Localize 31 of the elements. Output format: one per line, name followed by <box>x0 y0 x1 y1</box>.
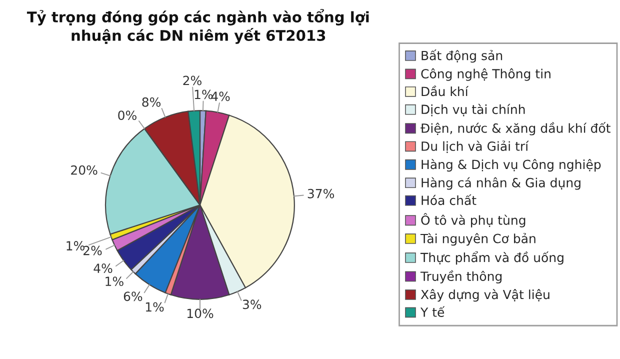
legend-label: Công nghệ Thông tin <box>421 68 550 81</box>
data-label: 1% <box>146 302 164 312</box>
legend-label: Ô tô và phụ tùng <box>421 213 526 228</box>
data-label: 2% <box>183 76 202 86</box>
chart-title: Tỷ trọng đóng góp các ngành vào tổng lợi nhuận các DN niêm yết 6T2013 <box>26 8 369 44</box>
data-label: 2% <box>84 246 102 256</box>
text: 0% <box>118 110 136 120</box>
legend-label: Xây dựng và Vật liệu <box>420 289 550 302</box>
data-label: 6% <box>124 292 142 302</box>
data-label: 37% <box>308 188 334 198</box>
legend-label: Hàng & Dịch vụ Công nghiệp <box>422 158 601 172</box>
data-label: 10% <box>187 308 214 318</box>
legend-label: Dịch vụ tài chính <box>422 104 525 116</box>
data-label: 4% <box>211 92 230 102</box>
data-label: 1% <box>66 241 84 251</box>
legend-label: Điện, nước & xăng dầu khí đốt <box>420 122 610 136</box>
legend-label: Hóa chất <box>422 194 476 206</box>
legend-label: Thực phẩm và đồ uống <box>420 251 564 265</box>
legend-label: Hàng cá nhân & Gia dụng <box>422 177 580 190</box>
data-label: 4% <box>94 264 112 273</box>
data-label: 20% <box>71 165 98 175</box>
legend-label: Bất động sản <box>422 50 502 63</box>
data-label: 1% <box>194 90 213 100</box>
legend-label: Tài nguyên Cơ bản <box>420 232 536 246</box>
data-label: 8% <box>142 97 161 107</box>
legend-label: Du lịch và Giải trí <box>422 140 529 154</box>
legend-label: Dầu khí <box>422 85 469 96</box>
data-label: 3% <box>242 300 262 310</box>
legend-label: Truyền thông <box>420 270 502 284</box>
data-label: 1% <box>106 276 124 286</box>
legend-label: Y tế <box>420 306 445 317</box>
